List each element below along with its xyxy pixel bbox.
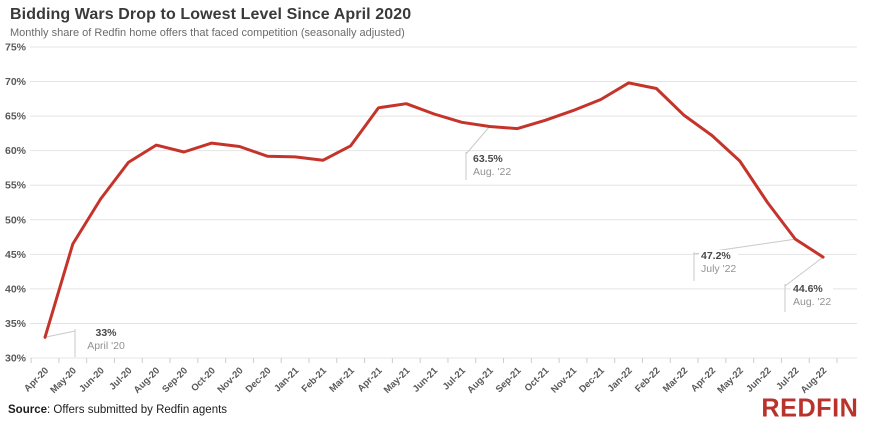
y-tick-label: 65% — [5, 111, 27, 123]
x-tick-label: Apr-21 — [356, 365, 386, 395]
x-tick-label: Nov-20 — [215, 365, 245, 395]
x-tick-label: Oct-21 — [523, 365, 552, 394]
y-tick-label: 45% — [5, 249, 27, 261]
x-tick-label: Dec-21 — [577, 365, 607, 395]
x-tick-label: Jun-21 — [411, 365, 441, 395]
x-tick-label: Mar-21 — [327, 365, 357, 395]
x-tick-label: Jul-22 — [774, 365, 801, 392]
redfin-logo: REDFIN — [761, 394, 858, 424]
annotation-date: April '20 — [87, 340, 125, 352]
x-tick-label: May-22 — [715, 365, 746, 396]
x-tick-label: Jan-21 — [272, 365, 302, 395]
y-tick-label: 60% — [5, 145, 27, 157]
annotation-april-2020: 33% April '20 — [79, 327, 133, 353]
annotation-aug-2022: 44.6% Aug. '22 — [791, 283, 834, 309]
y-tick-label: 35% — [5, 318, 27, 330]
x-tick-label: Oct-20 — [189, 365, 218, 394]
annotation-date: July '22 — [701, 263, 737, 275]
series-line — [43, 81, 825, 339]
x-tick-label: Aug-20 — [132, 365, 163, 396]
y-tick-label: 75% — [5, 42, 27, 54]
x-tick-label: May-20 — [48, 365, 79, 396]
x-tick-label: Apr-22 — [689, 365, 718, 394]
x-tick-label: Jun-20 — [77, 365, 106, 394]
annotation-aug-high: 63.5% Aug. '22 — [471, 153, 514, 179]
x-tick-label: Aug-22 — [799, 365, 830, 396]
x-tick-label: Sep-20 — [160, 365, 190, 395]
x-tick-label: Dec-20 — [244, 365, 274, 395]
x-tick-label: Jan-22 — [606, 365, 635, 394]
source-note: Source: Offers submitted by Redfin agent… — [8, 404, 227, 416]
x-tick-label: May-21 — [382, 365, 413, 396]
y-tick-label: 30% — [5, 353, 27, 365]
x-tick-label: Jul-20 — [107, 365, 134, 392]
x-tick-label: Sep-21 — [494, 365, 524, 395]
annotation-leader — [44, 330, 76, 338]
annotation-leader — [465, 126, 491, 155]
annotation-value: 33% — [95, 327, 117, 339]
x-tick-label: Mar-22 — [661, 365, 690, 394]
y-tick-label: 50% — [5, 214, 27, 226]
annotation-july-2022: 47.2% July '22 — [699, 250, 739, 276]
x-tick-label: Feb-21 — [300, 365, 330, 395]
annotation-date: Aug. '22 — [473, 166, 512, 178]
annotation-value: 44.6% — [793, 283, 823, 295]
chart-title: Bidding Wars Drop to Lowest Level Since … — [10, 6, 412, 23]
x-tick-label: Apr-20 — [22, 365, 51, 394]
x-tick-label: Aug-21 — [465, 365, 496, 396]
annotation-value: 63.5% — [473, 153, 503, 165]
y-tick-label: 40% — [5, 283, 27, 295]
chart-subtitle: Monthly share of Redfin home offers that… — [10, 27, 405, 39]
x-tick-label: Nov-21 — [549, 365, 580, 396]
annotation-leader — [784, 256, 824, 287]
source-text: : Offers submitted by Redfin agents — [47, 404, 228, 416]
x-tick-label: Jun-22 — [744, 365, 773, 394]
annotation-date: Aug. '22 — [793, 296, 832, 308]
annotation-value: 47.2% — [701, 250, 731, 262]
source-label: Source — [8, 404, 47, 416]
y-tick-label: 55% — [5, 180, 27, 192]
y-tick-label: 70% — [5, 76, 27, 88]
x-tick-label: Feb-22 — [633, 365, 662, 394]
